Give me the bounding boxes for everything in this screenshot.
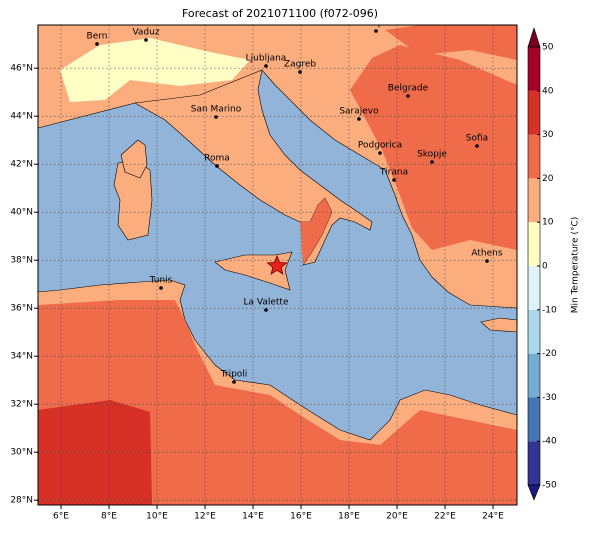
x-tick-label: 12°E [194,512,216,522]
y-tick-label: 42°N [10,160,33,170]
colorbar-bin [528,178,540,223]
colorbar-bin [528,47,540,91]
x-tick-label: 16°E [290,512,312,522]
x-tick-label: 10°E [146,512,168,522]
city-dot [95,42,99,46]
x-tick-label: 14°E [242,512,264,522]
city-dot [215,164,219,168]
colorbar-bin [528,222,540,266]
city-dot [298,70,302,74]
city-label: Sarajevo [339,107,379,117]
city-dot [214,115,218,119]
x-tick-label: 8°E [101,512,117,522]
city-label: Tripoli [220,370,248,380]
y-tick-label: 40°N [10,208,33,218]
city-label: Athens [471,249,502,259]
city-dot [264,308,268,312]
colorbar-label: Min Temperature (°C) [571,217,581,314]
colorbar-bin [528,90,540,135]
warm-zone [60,38,250,102]
city-dot [159,286,163,290]
hot-zone [300,198,332,265]
x-tick-label: 24°E [482,512,504,522]
city-dot [374,29,378,33]
map-frame [37,24,518,506]
city-dot [406,94,410,98]
city-dot [232,380,236,384]
colorbar-tick-label: 50 [542,43,554,53]
italy [134,69,373,266]
y-tick-label: 32°N [10,400,33,410]
colorbar-tick-label: 20 [542,174,554,184]
event-star [266,254,288,275]
colorbar-tick-label: -20 [542,349,557,359]
city-label: Tunis [149,276,173,286]
y-tick-label: 30°N [10,448,33,458]
city-label: Zagreb [284,60,316,70]
colorbar-tick-label: 30 [542,130,554,140]
y-tick-label: 38°N [10,256,33,266]
crete [480,317,517,333]
colorbar-tick-label: 0 [542,262,548,272]
city-label: Podgorica [358,141,402,151]
x-tick-label: 18°E [338,512,360,522]
city-dot [485,259,489,263]
corsica [120,139,148,179]
city-label: Sofia [466,134,488,144]
y-tick-label: 46°N [10,64,33,74]
colorbar-bin [528,353,540,398]
city-label: Belgrade [388,84,429,94]
colorbar-tick-label: -40 [542,437,557,447]
colorbar-bin [528,266,540,310]
city-label: Ljubljana [246,54,287,64]
hot-zone [350,45,517,250]
colorbar-over [527,27,541,48]
city-label: Vaduz [132,28,159,38]
colorbar-bin [528,309,540,354]
y-tick-label: 28°N [10,496,33,506]
city-dot [144,38,148,42]
colorbar-tick-label: 10 [542,218,554,228]
colorbar-bin [528,134,540,179]
city-dot [430,160,434,164]
sicily [214,251,293,291]
city-dot [392,178,396,182]
city-label: Roma [204,154,230,164]
y-tick-label: 44°N [10,112,33,122]
colorbar-bin [528,397,540,442]
colorbar-tick-label: 40 [542,86,554,96]
city-label: Tirana [379,168,408,178]
city-label: Skopje [417,150,447,160]
hot-zone [385,25,517,60]
y-tick-label: 36°N [10,304,33,314]
city-dot [357,117,361,121]
city-dot [475,144,479,148]
x-tick-label: 22°E [434,512,456,522]
colorbar-tick-label: -50 [542,481,557,491]
city-dot [378,151,382,155]
y-tick-label: 34°N [10,352,33,362]
colorbar-bin [528,441,540,485]
title: Forecast of 2021071100 (f072-096) [182,7,378,20]
city-label: La Valette [244,298,289,308]
city-label: Budapest [355,19,398,29]
city-label: Bern [87,32,108,42]
x-tick-label: 20°E [386,512,408,522]
city-dot [264,64,268,68]
city-label: San Marino [191,105,242,115]
x-tick-label: 6°E [53,512,69,522]
colorbar-under [527,484,541,501]
colorbar-tick-label: -30 [542,393,557,403]
colorbar-tick-label: -10 [542,305,557,315]
